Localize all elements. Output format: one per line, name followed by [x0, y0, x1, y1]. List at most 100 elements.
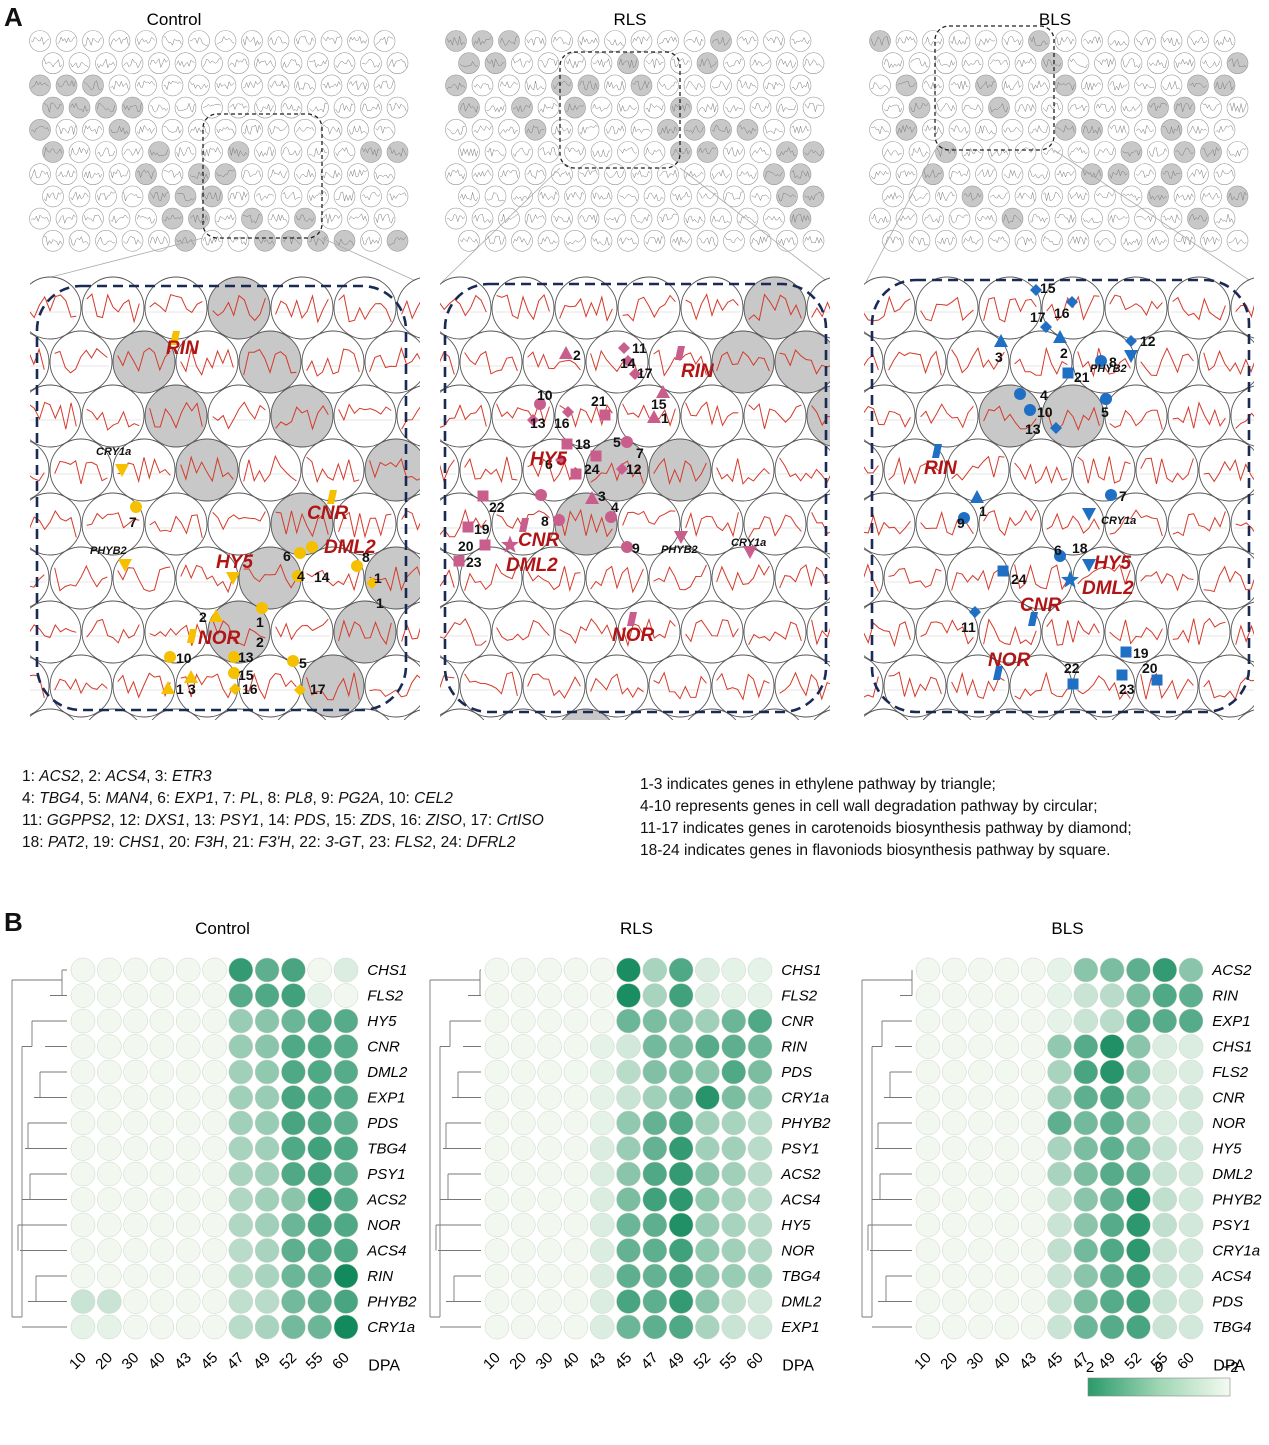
heatmap-cell — [537, 1059, 562, 1085]
som-node-trace — [622, 294, 676, 322]
som-node-trace — [923, 214, 942, 224]
gene-number-label: 15 — [651, 396, 667, 412]
som-node — [864, 600, 916, 664]
som-node-trace — [738, 36, 757, 45]
som-node — [1107, 74, 1130, 97]
gene-key-text: , 13: — [185, 812, 220, 829]
som-node-trace — [1162, 80, 1181, 91]
som-node — [961, 52, 984, 75]
heatmap-cell — [333, 1034, 359, 1059]
gene-label-cnr: CNR — [307, 503, 348, 524]
som-node-trace — [369, 566, 420, 592]
heatmap-cell — [307, 1187, 332, 1212]
gene-number-label: 8 — [1109, 354, 1117, 370]
gene-number-label: 24 — [1011, 571, 1027, 587]
som-node-trace — [1042, 191, 1062, 202]
som-node — [554, 384, 618, 448]
heatmap-cell — [563, 1008, 589, 1034]
heatmap-cell — [149, 1238, 175, 1263]
heatmap-cell — [1152, 1314, 1177, 1340]
heatmap-cell — [1020, 1008, 1046, 1034]
heatmap-cell — [563, 1238, 589, 1263]
som-node-trace — [1056, 124, 1075, 133]
som-node-trace — [269, 213, 288, 223]
heatmap-row-label: PDS — [1212, 1294, 1243, 1311]
dendrogram — [429, 969, 481, 1328]
heatmap-cell — [642, 1212, 668, 1238]
som-node — [360, 230, 382, 252]
heatmap-x-label: DPA — [782, 1358, 814, 1375]
som-node-trace — [255, 237, 275, 245]
som-node — [340, 708, 390, 720]
heatmap-x-tick: 45 — [1043, 1349, 1067, 1373]
som-node-trace — [388, 192, 407, 201]
heatmap-cell — [616, 1238, 641, 1263]
som-node — [1173, 52, 1196, 75]
som-node-trace — [923, 124, 943, 135]
som-node — [498, 30, 520, 52]
som-node-trace — [110, 169, 129, 179]
som-node-trace — [203, 103, 222, 108]
som-node-trace — [777, 103, 797, 113]
gene-label-cnr: CNR — [1020, 595, 1061, 616]
som-node — [81, 492, 145, 556]
som-node-trace — [43, 146, 63, 157]
som-node — [537, 185, 560, 208]
som-node-trace — [738, 124, 757, 135]
gene-key-text: , 22: — [290, 834, 326, 851]
som-node-trace — [622, 510, 676, 526]
som-node — [207, 492, 271, 556]
som-node-trace — [653, 349, 707, 377]
parallelogram-marker — [187, 629, 197, 643]
gene-key-text: , 20: — [160, 834, 195, 851]
som-node — [1160, 30, 1183, 52]
som-node-trace — [1014, 346, 1068, 376]
som-node — [935, 230, 957, 252]
som-node-trace — [579, 124, 598, 135]
heatmap-cell — [942, 983, 967, 1008]
heatmap-cell — [563, 1161, 589, 1187]
gene-name: PAT2 — [47, 834, 85, 851]
som-node-trace — [255, 147, 275, 158]
som-node-trace — [30, 168, 50, 179]
heatmap-cell — [589, 1289, 615, 1314]
som-node — [935, 185, 957, 208]
heatmap-cell — [254, 1110, 280, 1136]
som-node — [883, 654, 947, 718]
som-node-trace — [375, 171, 394, 180]
som-node-trace — [658, 36, 678, 45]
heatmap-cell — [537, 1034, 562, 1059]
som-node — [68, 96, 91, 119]
heatmap-cell — [968, 1263, 993, 1289]
gene-number-label: 11 — [961, 619, 976, 635]
heatmap-cell — [589, 1008, 615, 1034]
som-node-trace — [1235, 412, 1254, 429]
som-node-trace — [243, 563, 297, 589]
som-node-trace — [897, 214, 916, 222]
som-node-trace — [711, 215, 731, 224]
som-node — [657, 163, 679, 185]
gene-name: GGPPS2 — [46, 812, 111, 829]
som-node — [551, 163, 573, 185]
heatmap-cell — [968, 1034, 993, 1059]
som-node-trace — [590, 673, 644, 699]
som-node — [267, 163, 290, 185]
heatmap-cell — [616, 1136, 641, 1161]
heatmap-cell — [228, 1263, 254, 1289]
heatmap-cell — [333, 1110, 359, 1136]
som-node-trace — [539, 146, 558, 156]
diamond-marker — [294, 684, 306, 696]
som-node-trace — [348, 35, 368, 45]
som-node-trace — [30, 472, 45, 482]
som-node-trace — [1203, 565, 1254, 593]
som-node — [49, 330, 113, 394]
heatmap-cell — [228, 1034, 254, 1059]
heatmap-cell — [202, 1187, 227, 1212]
heatmap-cell — [281, 1085, 306, 1110]
som-node-trace — [526, 36, 545, 47]
som-node-trace — [149, 401, 203, 429]
som-node-trace — [632, 36, 651, 46]
som-node — [643, 185, 666, 208]
som-node-trace — [189, 125, 209, 134]
som-node — [333, 52, 356, 75]
